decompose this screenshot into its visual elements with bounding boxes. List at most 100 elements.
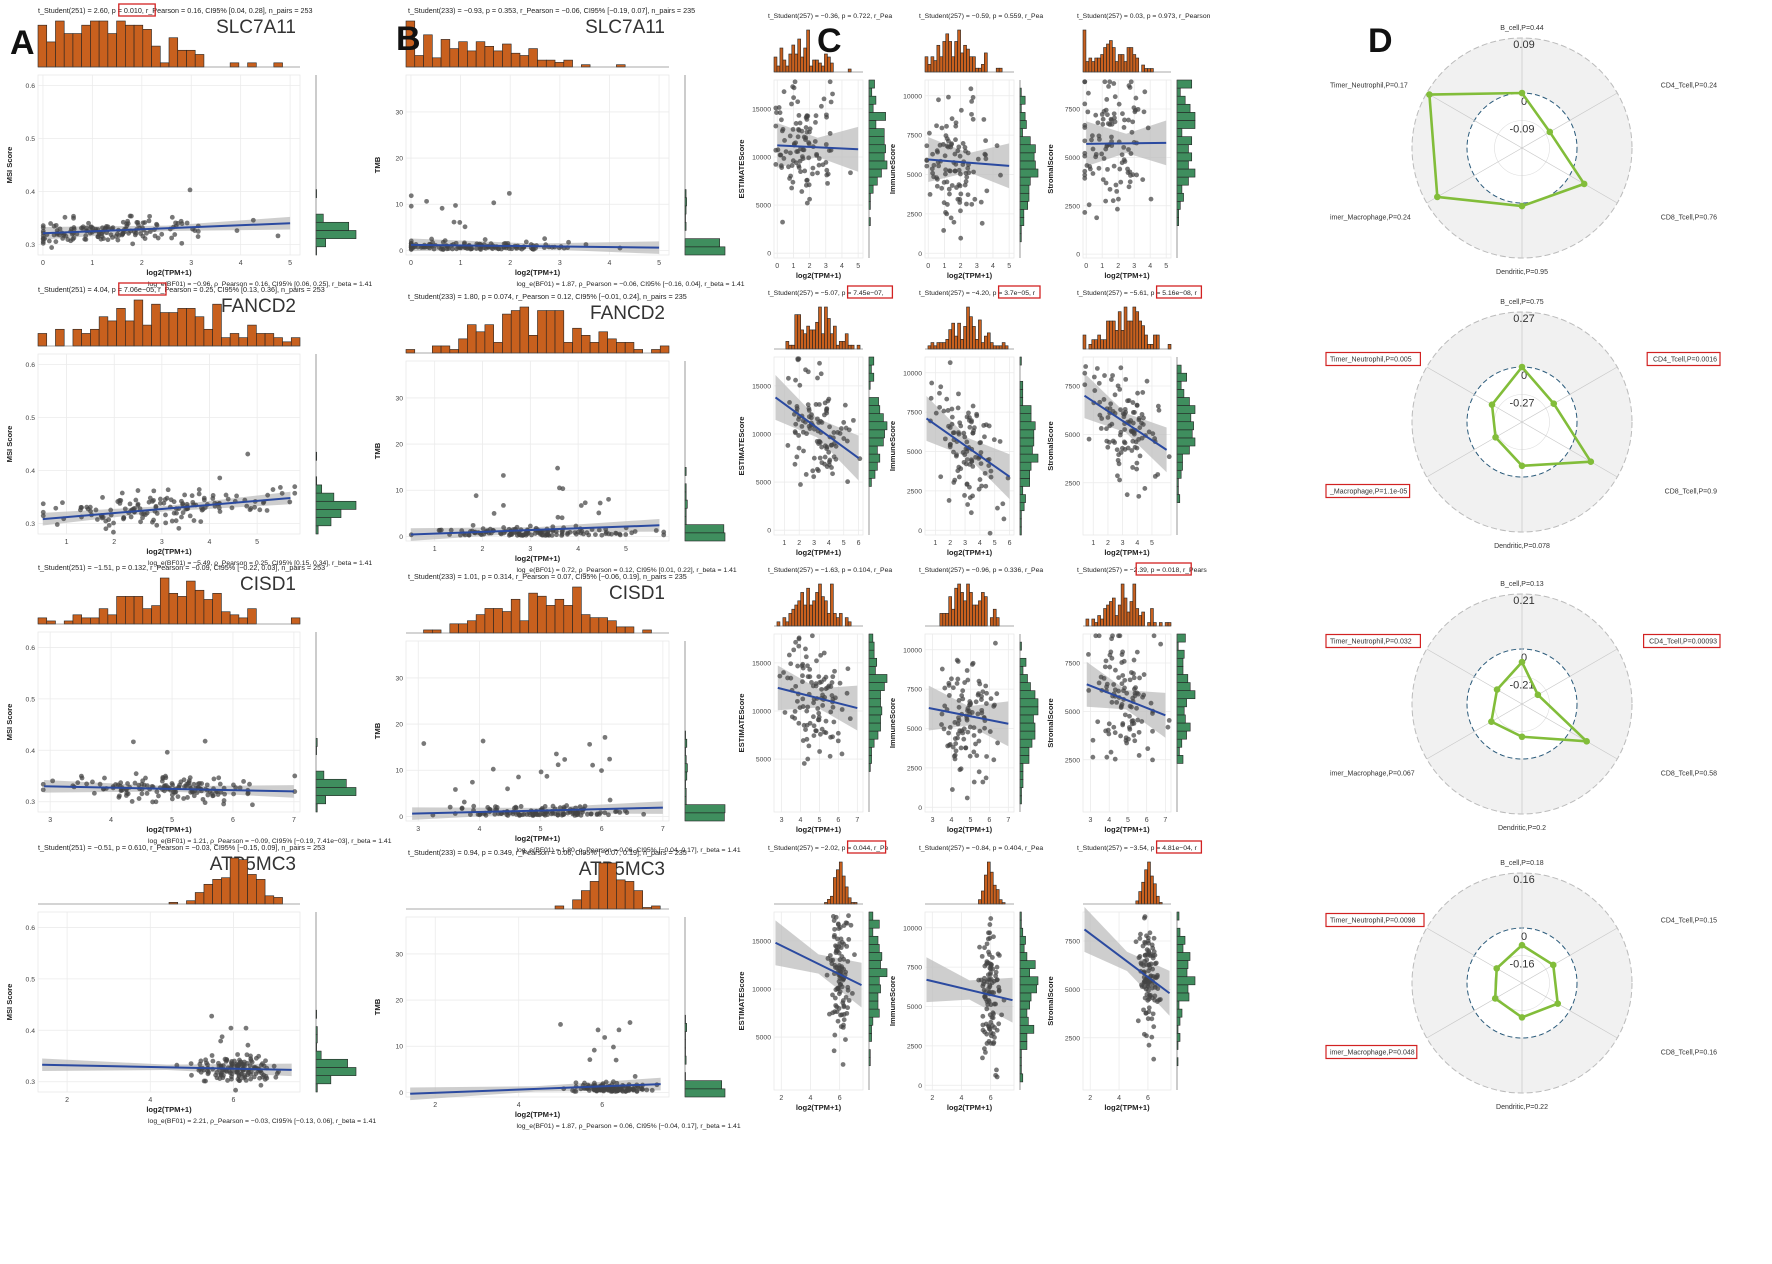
- data-point: [968, 86, 974, 92]
- data-point: [986, 949, 991, 955]
- data-point: [831, 430, 837, 435]
- marginal-bar: [684, 1080, 723, 1090]
- marginal-bar: [1019, 95, 1026, 105]
- data-point: [848, 170, 853, 176]
- data-point: [995, 505, 1000, 511]
- data-point: [978, 199, 984, 205]
- x-tick-label: 5: [968, 817, 972, 824]
- histogram-bar: [519, 620, 530, 634]
- data-point: [1123, 409, 1129, 415]
- data-point: [144, 783, 150, 789]
- histogram-bar: [821, 596, 825, 627]
- x-tick-label: 4: [1107, 817, 1111, 824]
- scatter-chart: t_Student(257) = −2.02, p = 0.044, r_Pe2…: [737, 840, 889, 1112]
- x-axis-label: log2(TPM+1): [515, 1110, 561, 1119]
- data-point: [1126, 147, 1131, 152]
- data-point: [1118, 733, 1123, 739]
- histogram-bar: [1135, 57, 1140, 73]
- histogram-bar: [493, 342, 503, 354]
- data-point: [128, 514, 134, 520]
- data-point: [841, 1004, 847, 1010]
- data-point: [1121, 658, 1127, 664]
- data-point: [196, 487, 202, 492]
- data-point: [209, 1053, 215, 1058]
- data-point: [500, 473, 506, 478]
- marginal-bar: [1019, 698, 1039, 708]
- data-point: [1121, 414, 1127, 420]
- histogram-bar: [986, 332, 991, 350]
- marginal-bar: [868, 976, 880, 986]
- data-point: [257, 1075, 262, 1081]
- data-point: [983, 422, 989, 428]
- histogram-bar: [55, 20, 65, 68]
- data-point: [792, 461, 798, 467]
- data-point: [1133, 939, 1139, 945]
- data-point: [1141, 692, 1147, 698]
- y-tick-label: 5000: [756, 480, 771, 487]
- data-point: [133, 497, 139, 503]
- radar-axis-label: B_cell,P=0.13: [1500, 581, 1543, 588]
- data-point: [179, 514, 184, 520]
- data-point: [132, 780, 138, 786]
- histogram-bar: [827, 899, 831, 905]
- data-point: [806, 141, 812, 147]
- histogram-bar: [844, 333, 849, 350]
- data-point: [1000, 501, 1006, 507]
- data-point: [78, 773, 84, 779]
- data-point: [555, 514, 561, 520]
- marginal-bar: [1176, 136, 1193, 146]
- histogram-bar: [791, 44, 796, 73]
- data-point: [75, 780, 81, 786]
- data-point: [971, 779, 977, 785]
- radar-point: [1518, 733, 1526, 741]
- data-point: [1130, 400, 1136, 405]
- histogram-bar: [1085, 618, 1090, 627]
- histogram-bar: [1153, 883, 1157, 905]
- data-point: [961, 736, 967, 742]
- histogram-bar: [423, 629, 433, 634]
- data-point: [789, 714, 795, 720]
- chart-subtitle: t_Student(257) = −2.39, p = 0.018, r_Pea…: [1077, 567, 1207, 574]
- data-point: [127, 501, 133, 507]
- data-point: [980, 779, 986, 785]
- data-point: [832, 668, 837, 674]
- data-point: [229, 505, 235, 511]
- regression-line: [42, 222, 291, 235]
- histogram-bar: [581, 64, 591, 68]
- histogram-bar: [1091, 61, 1096, 73]
- y-tick-label: 10000: [752, 708, 771, 715]
- radar-ring-label: -0.16: [1509, 959, 1534, 971]
- chart-subtitle: t_Student(257) = 0.03, p = 0.973, r_Pear…: [1077, 13, 1211, 20]
- x-tick-label: 7: [292, 817, 296, 824]
- radar-spoke: [1426, 982, 1523, 1039]
- data-point: [816, 710, 822, 716]
- data-point: [980, 1013, 986, 1019]
- data-point: [1102, 79, 1108, 85]
- data-point: [804, 736, 810, 742]
- y-tick-label: 0: [399, 248, 403, 255]
- data-point: [982, 434, 987, 440]
- marginal-bar: [868, 176, 878, 186]
- data-point: [164, 749, 170, 755]
- data-point: [947, 360, 953, 366]
- marginal-bar: [1176, 960, 1189, 969]
- data-point: [949, 141, 955, 147]
- x-tick-label: 2: [481, 546, 485, 553]
- marginal-bar: [868, 968, 888, 978]
- data-point: [984, 941, 990, 947]
- marginal-bar: [315, 795, 326, 805]
- data-point: [242, 1059, 247, 1065]
- data-point: [1082, 150, 1088, 156]
- marginal-bar: [868, 356, 875, 366]
- histogram-bar: [984, 596, 988, 627]
- data-point: [457, 220, 463, 225]
- data-point: [823, 159, 829, 165]
- x-tick-label: 2: [1116, 263, 1120, 270]
- data-point: [1141, 1031, 1147, 1037]
- marginal-bar: [1176, 935, 1186, 945]
- x-tick-label: 5: [539, 826, 543, 833]
- histogram-bar: [936, 342, 941, 350]
- scatter-chart: t_Student(257) = −0.96, p = 0.336, r_Pea…: [888, 567, 1043, 834]
- x-tick-label: 5: [842, 540, 846, 547]
- highlight-box: [846, 840, 887, 854]
